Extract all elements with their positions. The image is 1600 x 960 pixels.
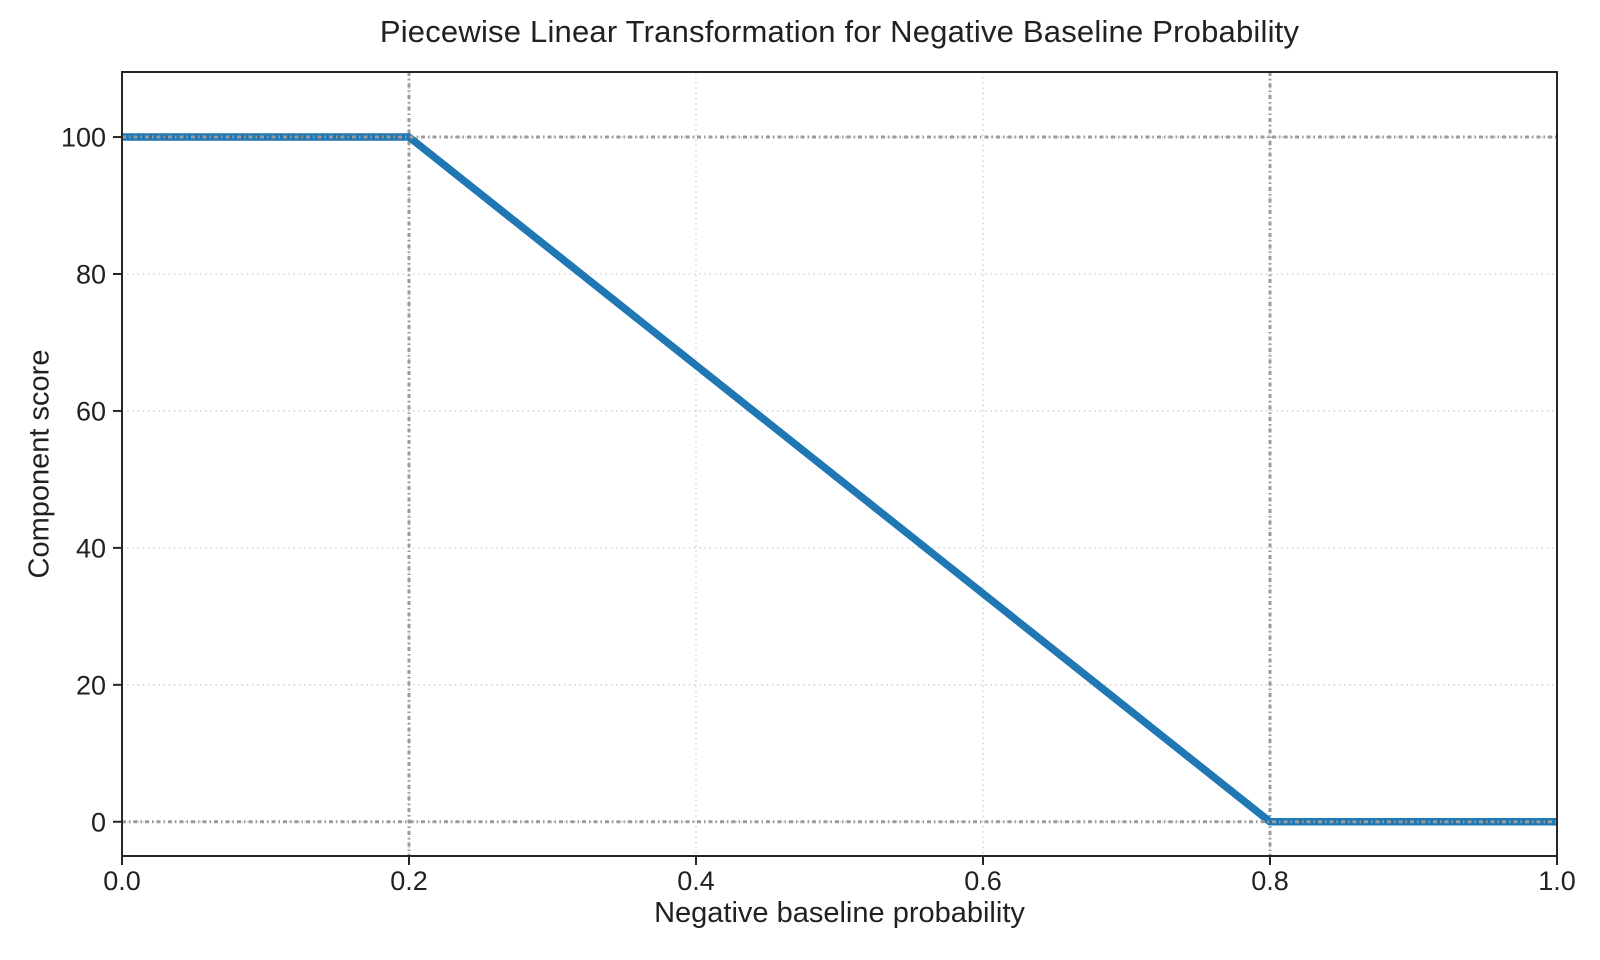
chart-title: Piecewise Linear Transformation for Nega… — [379, 14, 1300, 49]
data-line-component-score-transform — [122, 133, 1557, 826]
plot-border — [121, 71, 1558, 857]
y-tick-label-80: 80 — [76, 259, 106, 289]
x-tick-label-0: 0.0 — [103, 866, 141, 896]
x-tick-label-0.4: 0.4 — [677, 866, 715, 896]
x-tick-label-1: 1.0 — [1538, 866, 1576, 896]
y-tick-label-20: 20 — [76, 670, 106, 700]
y-tick-label-40: 40 — [76, 533, 106, 563]
y-tick-label-0: 0 — [91, 807, 106, 837]
y-tick-label-60: 60 — [76, 396, 106, 426]
x-tick-label-0.8: 0.8 — [1251, 866, 1289, 896]
x-tick-label-0.6: 0.6 — [964, 866, 1002, 896]
x-axis-label: Negative baseline probability — [654, 897, 1025, 929]
x-tick-label-0.2: 0.2 — [390, 866, 428, 896]
y-tick-label-100: 100 — [61, 123, 106, 153]
